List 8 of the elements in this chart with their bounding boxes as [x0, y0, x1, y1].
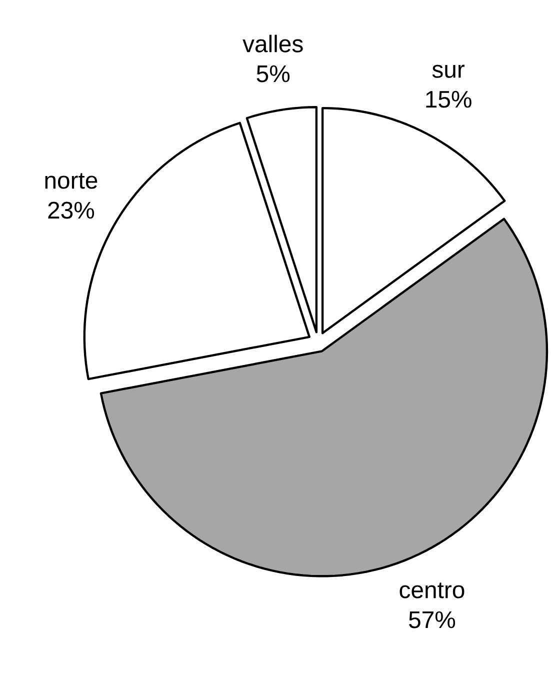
data-label: 15%	[426, 90, 472, 108]
slice-label: sur	[432, 64, 465, 78]
data-label: 23%	[48, 202, 94, 219]
slice-label: norte	[45, 173, 98, 189]
data-label: 57%	[409, 611, 456, 628]
slice-label: centro	[400, 582, 464, 598]
slice-label: valles	[242, 34, 303, 52]
data-label: 5%	[256, 65, 290, 82]
